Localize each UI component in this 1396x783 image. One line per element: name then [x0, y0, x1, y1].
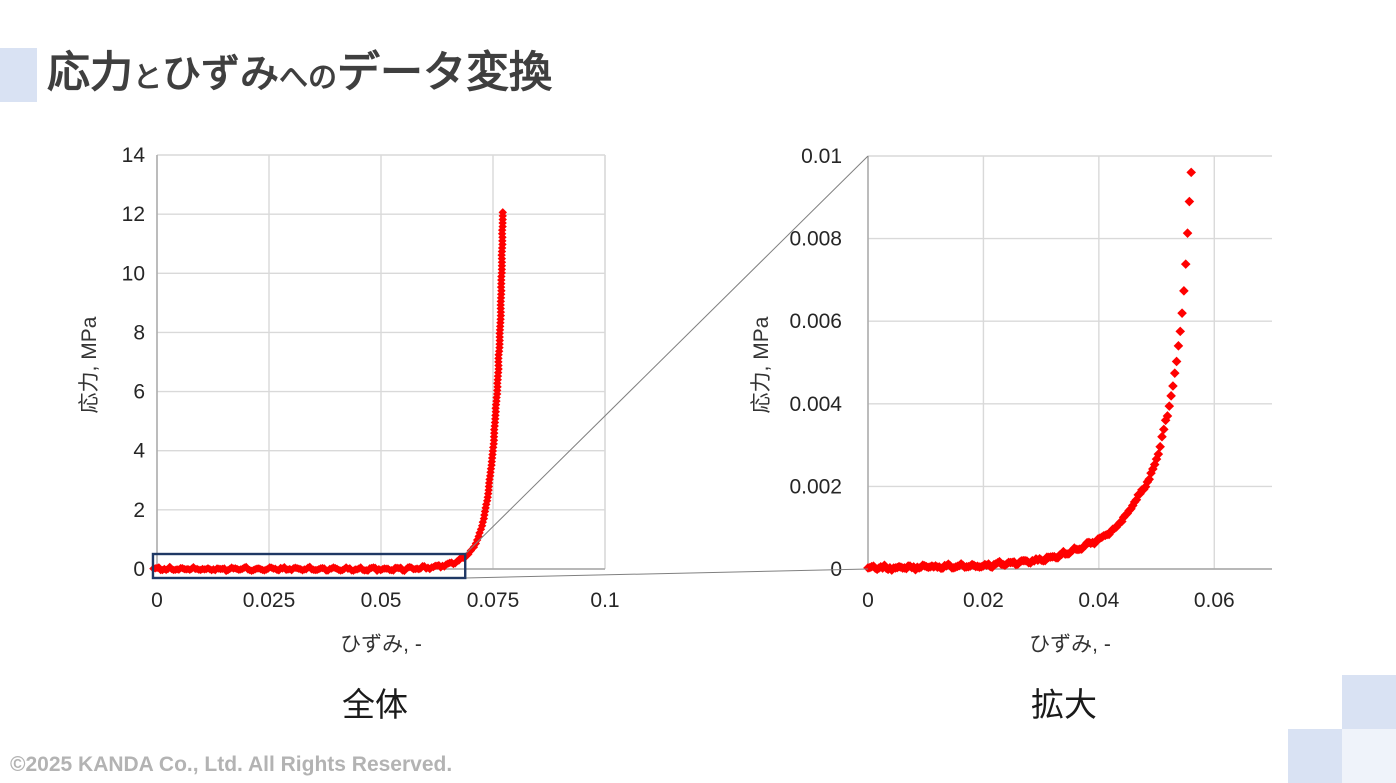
page-title: 応力とひずみへのデータ変換 — [47, 48, 552, 103]
y-tick-label: 0.004 — [789, 393, 842, 416]
overall-tick-labels: 0 2 4 6 8 10 12 14 0 0.025 0.05 0.075 0.1 — [122, 144, 620, 612]
x-tick-label: 0.02 — [963, 589, 1004, 612]
overall-scatter-points — [149, 208, 507, 576]
decorative-square-bottom-right-left — [1288, 729, 1342, 783]
overall-y-axis-title: 応力, MPa — [78, 316, 101, 414]
footer-copyright: ©2025 KANDA Co., Ltd. All Rights Reserve… — [10, 753, 453, 776]
title-segment: 応力 — [47, 49, 133, 97]
y-tick-label: 2 — [133, 499, 145, 522]
x-tick-label: 0.1 — [590, 589, 619, 612]
y-tick-label: 12 — [122, 203, 145, 226]
y-tick-label: 14 — [122, 144, 146, 167]
x-tick-label: 0.025 — [243, 589, 296, 612]
y-tick-label: 8 — [133, 321, 145, 344]
y-tick-label: 0.006 — [789, 310, 842, 333]
enlarged-caption: 拡大 — [1031, 686, 1097, 723]
title-segment: ひずみ — [162, 53, 280, 96]
decorative-square-bottom-right-upper — [1342, 675, 1396, 729]
y-tick-label: 0.002 — [789, 475, 842, 498]
enlarged-gridlines — [867, 155, 1272, 570]
overall-x-axis-title: ひずみ, - — [340, 633, 422, 656]
x-tick-label: 0.05 — [361, 589, 402, 612]
y-tick-label: 10 — [122, 262, 145, 285]
x-tick-label: 0 — [151, 589, 163, 612]
x-tick-label: 0.075 — [467, 589, 520, 612]
y-tick-label: 0 — [133, 558, 145, 581]
y-tick-label: 0.01 — [801, 145, 842, 168]
zoom-connector-bottom — [465, 568, 869, 579]
decorative-square-top-left — [0, 48, 37, 102]
title-segment: と — [133, 62, 163, 94]
decorative-square-bottom-right-corner — [1342, 729, 1396, 783]
x-tick-label: 0.04 — [1078, 589, 1119, 612]
x-tick-label: 0 — [862, 589, 874, 612]
x-tick-label: 0.06 — [1194, 589, 1235, 612]
title-segment: への — [279, 62, 338, 94]
title-segment: データ変換 — [337, 49, 553, 97]
zoom-connector-top — [464, 155, 869, 555]
overall-chart: 0 2 4 6 8 10 12 14 0 0.025 0.05 0.075 0.1 — [122, 144, 620, 612]
zoom-region-rectangle — [151, 552, 467, 580]
overall-gridlines — [156, 154, 606, 570]
overall-caption: 全体 — [342, 686, 408, 723]
y-tick-label: 4 — [133, 440, 145, 463]
enlarged-scatter-points — [863, 167, 1196, 575]
enlarged-y-axis-title: 応力, MPa — [750, 316, 773, 414]
y-tick-label: 6 — [133, 381, 145, 404]
enlarged-x-axis-title: ひずみ, - — [1029, 633, 1111, 656]
y-tick-label: 0.008 — [789, 228, 842, 251]
